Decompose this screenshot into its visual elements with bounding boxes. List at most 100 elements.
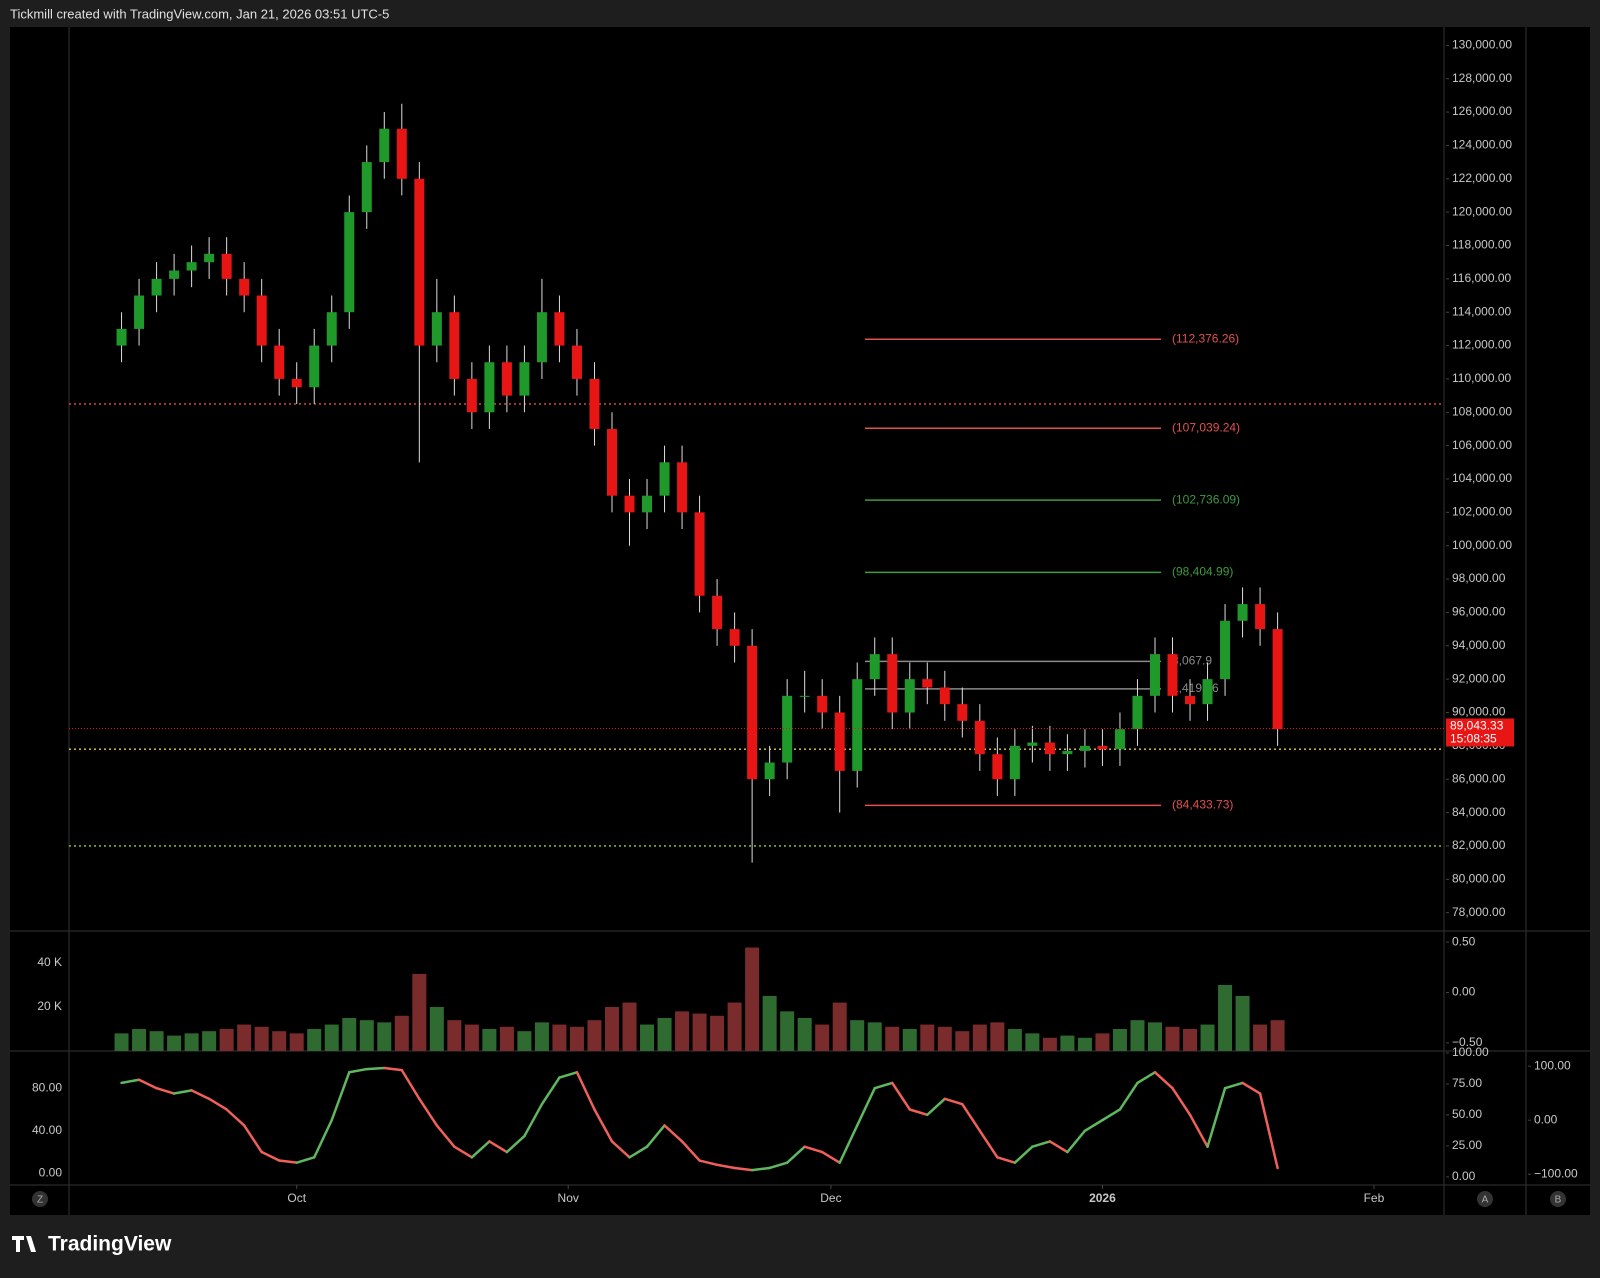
volume-bar xyxy=(552,1024,567,1051)
candle-body xyxy=(712,595,723,630)
oscillator-segment xyxy=(120,1078,141,1085)
y-tick-label: 0.00 xyxy=(1452,985,1476,999)
candle-body xyxy=(1255,604,1266,630)
oscillator-segment xyxy=(155,1086,176,1095)
oscillator-segment xyxy=(488,1140,509,1154)
volume-bar xyxy=(1130,1020,1145,1051)
oscillator-segment xyxy=(558,1071,579,1079)
oscillator-segment xyxy=(242,1124,263,1154)
volume-bar xyxy=(202,1031,217,1051)
volume-bar xyxy=(482,1028,497,1051)
candle-body xyxy=(1114,729,1125,750)
volume-bar xyxy=(622,1002,637,1051)
oscillator-segment xyxy=(172,1089,193,1095)
oscillator-segment xyxy=(523,1102,544,1138)
oscillator-segment xyxy=(908,1108,929,1117)
candle-body xyxy=(992,754,1003,780)
oscillator-segment xyxy=(961,1102,982,1133)
candle-body xyxy=(1149,654,1160,696)
candle-body xyxy=(659,462,670,496)
y-tick-label: 100.00 xyxy=(1534,1058,1571,1072)
volume-bar xyxy=(832,1002,847,1051)
volume-bar xyxy=(727,1002,742,1051)
candle-body xyxy=(134,295,145,329)
chart-area xyxy=(10,27,1590,1215)
corner-button[interactable] xyxy=(32,1191,48,1207)
oscillator-segment xyxy=(260,1150,281,1162)
y-tick-label: 0.00 xyxy=(1452,1169,1476,1183)
candle-body xyxy=(361,162,372,213)
oscillator-segment xyxy=(418,1097,439,1127)
oscillator-segment xyxy=(277,1159,298,1164)
last-price-label: 89,043.33 xyxy=(1450,719,1504,733)
y-tick-label: 0.00 xyxy=(1534,1112,1558,1126)
oscillator-segment xyxy=(365,1066,386,1071)
candle-body xyxy=(589,378,600,429)
candle-body xyxy=(396,128,407,179)
volume-bar xyxy=(710,1015,725,1051)
candle-body xyxy=(747,645,758,780)
volume-bar xyxy=(114,1033,129,1051)
volume-bar xyxy=(167,1035,182,1051)
candle-body xyxy=(379,128,390,163)
y-tick-label: 75.00 xyxy=(1452,1076,1482,1090)
oscillator-segment xyxy=(593,1108,614,1143)
oscillator-segment xyxy=(505,1134,526,1154)
candle-body xyxy=(484,362,495,413)
oscillator-segment xyxy=(435,1124,456,1148)
candle-body xyxy=(1272,629,1283,730)
oscillator-segment xyxy=(1206,1086,1227,1148)
corner-button[interactable] xyxy=(1477,1191,1493,1207)
candle-body xyxy=(1097,745,1108,750)
oscillator-segment xyxy=(628,1145,649,1159)
oscillator-segment xyxy=(1223,1081,1244,1090)
candle-body xyxy=(624,495,635,513)
candle-body xyxy=(834,712,845,771)
candle-body xyxy=(501,362,512,396)
volume-bar xyxy=(132,1028,147,1051)
oscillator-segment xyxy=(820,1150,841,1164)
y-tick-label: 40.00 xyxy=(32,1123,62,1137)
candle-body xyxy=(1062,750,1073,755)
y-tick-label: 80,000.00 xyxy=(1452,871,1506,885)
volume-bar xyxy=(149,1031,164,1051)
oscillator-segment xyxy=(383,1066,404,1072)
candle-body xyxy=(1079,745,1090,751)
candle-body xyxy=(606,428,617,496)
candle-body xyxy=(1044,742,1055,755)
y-tick-label: 50.00 xyxy=(1452,1107,1482,1121)
candle-body xyxy=(414,178,425,346)
candle-body xyxy=(1027,742,1038,746)
oscillator-segment xyxy=(733,1166,754,1172)
fib-label: (102,736.09) xyxy=(1172,492,1240,506)
y-tick-label: 114,000.00 xyxy=(1452,304,1511,318)
volume-bar xyxy=(1218,984,1233,1051)
oscillator-segment xyxy=(943,1097,964,1106)
candle-body xyxy=(1009,745,1020,780)
volume-bar xyxy=(815,1024,830,1051)
candle-body xyxy=(729,629,740,646)
oscillator-segment xyxy=(1066,1129,1087,1154)
y-tick-label: 25.00 xyxy=(1452,1138,1482,1152)
volume-bar xyxy=(745,947,760,1051)
volume-bar xyxy=(569,1026,584,1051)
oscillator-segment xyxy=(803,1145,824,1154)
x-tick-label: 2026 xyxy=(1089,1191,1116,1205)
corner-button[interactable] xyxy=(1550,1191,1566,1207)
volume-bar xyxy=(604,1006,619,1051)
oscillator-segment xyxy=(996,1156,1017,1164)
candle-body xyxy=(939,687,950,705)
volume-bar xyxy=(1042,1037,1057,1051)
oscillator-segment xyxy=(1083,1118,1104,1133)
countdown-label: 15:08:35 xyxy=(1450,732,1497,746)
volume-bar xyxy=(359,1020,374,1051)
oscillator-segment xyxy=(610,1140,631,1159)
y-tick-label: −0.50 xyxy=(1452,1035,1483,1049)
candle-body xyxy=(1132,695,1143,730)
candle-body xyxy=(957,704,968,721)
candle-body xyxy=(1167,654,1178,696)
volume-bar xyxy=(1253,1024,1268,1051)
oscillator-segment xyxy=(645,1124,666,1148)
oscillator-segment xyxy=(295,1156,316,1164)
fib-label: 3,067.9 xyxy=(1172,654,1212,668)
